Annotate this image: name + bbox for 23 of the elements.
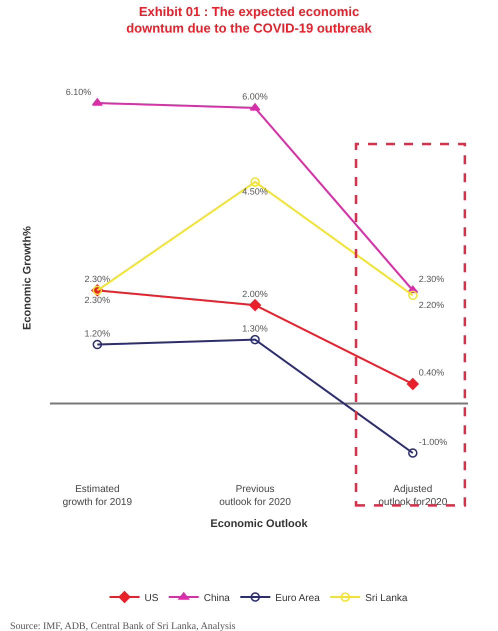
legend-label: China [204, 592, 230, 604]
chart-title: Exhibit 01 : The expected economic downtum due to the COVID-19 outbreak [126, 4, 373, 36]
x-axis-title: Economic Outlook [210, 518, 308, 530]
data-label: 6.10% [66, 86, 92, 97]
data-label: 2.30% [84, 295, 110, 306]
data-label: 4.50% [242, 186, 268, 197]
data-label: 2.30% [418, 274, 444, 284]
y-axis-title: Economic Growth% [22, 226, 34, 330]
data-label: 2.20% [418, 300, 444, 310]
data-label: 2.00% [242, 288, 268, 299]
legend-label: Sri Lanka [365, 592, 408, 604]
data-label: -1.00% [418, 436, 448, 447]
x-tick-label: Estimated growth for 2019 [62, 484, 132, 508]
x-tick-label: Adjusted outlook for2020 [378, 484, 448, 508]
data-label: 0.40% [418, 368, 444, 378]
source-note: Source: IMF, ADB, Central Bank of Sri Lanka, Analysis [10, 621, 236, 631]
legend-label: Euro Area [275, 592, 320, 604]
data-label: 2.30% [84, 274, 110, 284]
legend-label: US [144, 592, 159, 604]
data-label: 1.20% [84, 328, 110, 338]
x-tick-label: Previous outlook for 2020 [219, 484, 292, 508]
data-label: 6.00% [242, 92, 268, 102]
data-label: 1.30% [242, 323, 268, 334]
